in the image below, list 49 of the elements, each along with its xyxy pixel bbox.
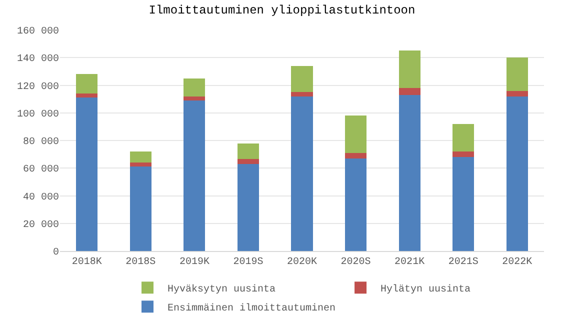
- chart-title: Ilmoittautuminen ylioppilastutkintoon: [148, 3, 416, 18]
- x-tick-label: 2020S: [340, 257, 371, 268]
- y-tick-label: 160 000: [16, 26, 59, 38]
- x-tick-label: 2021S: [448, 257, 478, 268]
- y-tick-label: 40 000: [22, 192, 59, 204]
- bar: [452, 124, 474, 152]
- bar: [130, 152, 152, 163]
- x-tick-label: 2019K: [179, 257, 210, 268]
- y-tick-label: 20 000: [22, 220, 59, 231]
- bar: [237, 159, 259, 164]
- bar: [398, 88, 420, 95]
- y-tick-label: 140 000: [16, 54, 59, 66]
- legend-label: Hyväksytyn uusinta: [168, 284, 276, 296]
- y-tick-label: 60 000: [22, 164, 59, 176]
- y-tick-label: 100 000: [16, 109, 59, 120]
- y-tick-label: 80 000: [22, 137, 59, 148]
- bar: [452, 157, 474, 251]
- bar: [130, 162, 152, 167]
- x-tick-label: 2019S: [233, 257, 264, 268]
- x-tick-label: 2021K: [394, 257, 425, 268]
- bar: [291, 96, 313, 251]
- bar: [291, 66, 313, 92]
- x-tick-label: 2018S: [126, 257, 156, 268]
- bar: [452, 152, 474, 158]
- bar: [506, 96, 528, 251]
- bar: [76, 94, 98, 98]
- bar: [506, 58, 528, 91]
- bar: [345, 158, 367, 251]
- bar: [506, 90, 528, 96]
- bar: [76, 74, 98, 94]
- bar: [291, 92, 313, 96]
- bar: [398, 50, 420, 88]
- bar: [76, 98, 98, 251]
- legend-label: Ensimmäinen ilmoittautuminen: [168, 302, 336, 314]
- bar: [130, 166, 152, 251]
- bar: [237, 164, 259, 251]
- bar: [398, 94, 420, 251]
- bar: [345, 116, 367, 153]
- bar: [237, 143, 259, 160]
- bar: [345, 152, 367, 158]
- x-tick-label: 2020K: [286, 257, 318, 268]
- x-tick-label: 2018K: [72, 257, 102, 268]
- y-tick-label: 0: [52, 248, 59, 258]
- bar: [184, 100, 206, 251]
- y-tick-label: 120 000: [16, 82, 59, 93]
- legend-label: Hylätyn uusinta: [380, 284, 471, 296]
- bar: [184, 78, 206, 96]
- x-tick-label: 2022K: [502, 257, 532, 268]
- bar: [184, 96, 206, 100]
